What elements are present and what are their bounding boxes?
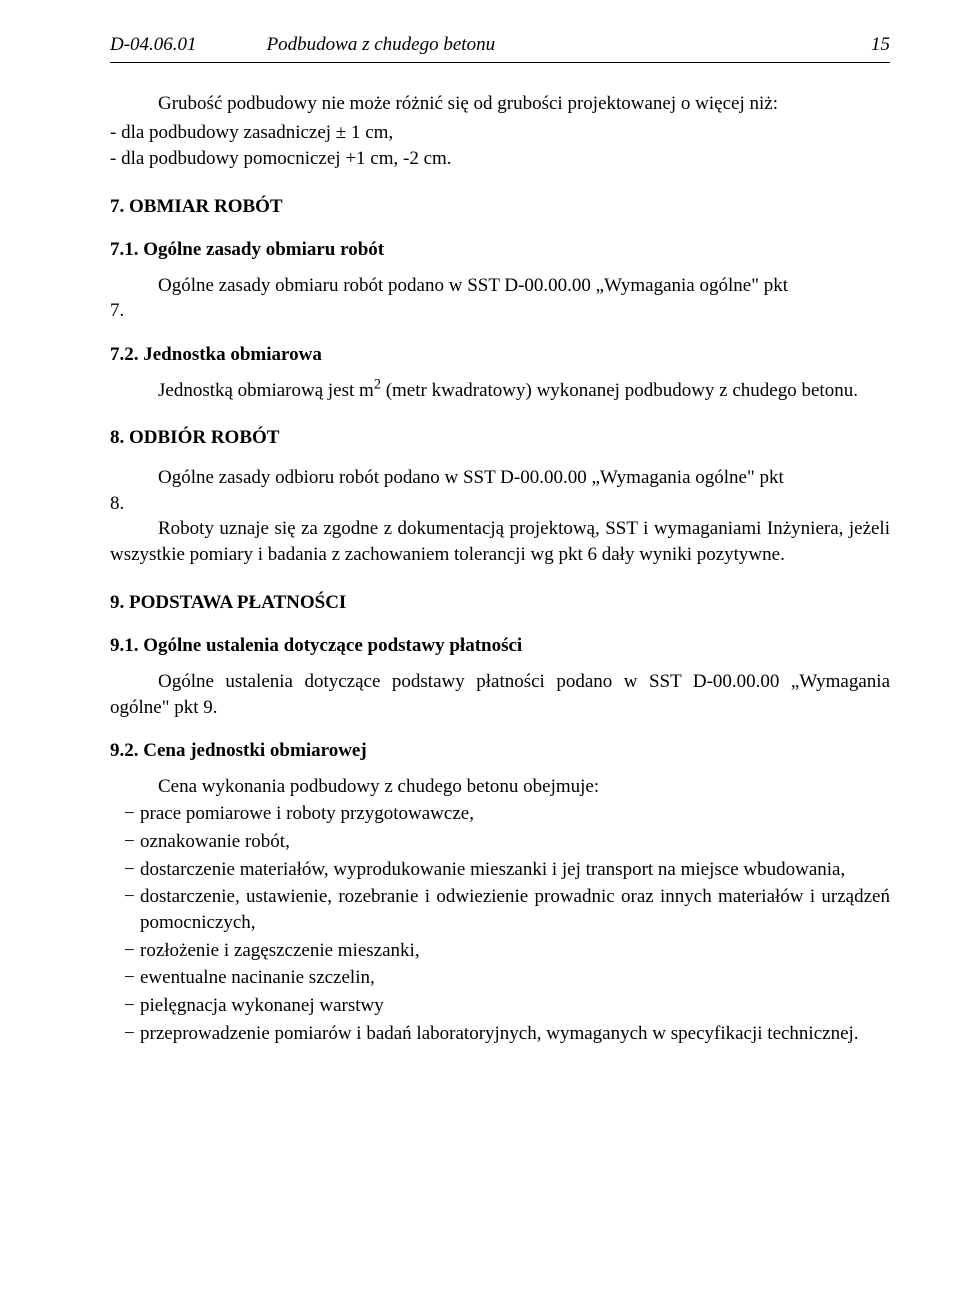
- dash-marker-icon: −: [124, 1021, 140, 1047]
- section-9-title: 9. PODSTAWA PŁATNOŚCI: [110, 590, 890, 616]
- section-7-1-title: 7.1. Ogólne zasady obmiaru robót: [110, 237, 890, 263]
- dash-marker-icon: −: [124, 801, 140, 827]
- list-item-text: oznakowanie robót,: [140, 831, 290, 852]
- section-9-2-list-item: −dostarczenie, ustawienie, rozebranie i …: [110, 884, 890, 935]
- header-page-number: 15: [871, 32, 890, 58]
- dash-marker-icon: −: [124, 829, 140, 855]
- header-doc-id: D-04.06.01: [110, 32, 197, 58]
- superscript-2: 2: [374, 376, 381, 392]
- section-7-1-body: Ogólne zasady obmiaru robót podano w SST…: [110, 273, 890, 324]
- intro-bullet-1: - dla podbudowy zasadniczej ± 1 cm,: [110, 120, 890, 146]
- section-7-title: 7. OBMIAR ROBÓT: [110, 194, 890, 220]
- section-8-body: Ogólne zasady odbioru robót podano w SST…: [110, 465, 890, 568]
- document-page: D-04.06.01 Podbudowa z chudego betonu 15…: [0, 0, 960, 1088]
- section-9-2-list-item: −prace pomiarowe i roboty przygotowawcze…: [110, 801, 890, 827]
- dash-marker-icon: −: [124, 938, 140, 964]
- section-8-para: Roboty uznaje się za zgodne z dokumentac…: [110, 516, 890, 567]
- section-7-1-line-b: 7.: [110, 298, 890, 324]
- intro-bullet-2: - dla podbudowy pomocniczej +1 cm, -2 cm…: [110, 146, 890, 172]
- section-8-line-2: 8.: [110, 491, 890, 517]
- list-item-text: ewentualne nacinanie szczelin,: [140, 967, 375, 988]
- section-7-2-body-a: Jednostką obmiarową jest m: [158, 380, 374, 401]
- dash-marker-icon: −: [124, 993, 140, 1019]
- section-9-1-body: Ogólne ustalenia dotyczące podstawy płat…: [110, 669, 890, 720]
- dash-marker-icon: −: [124, 965, 140, 991]
- dash-marker-icon: −: [124, 884, 140, 910]
- header-title: Podbudowa z chudego betonu: [197, 32, 871, 58]
- intro-lead: Grubość podbudowy nie może różnić się od…: [110, 91, 890, 117]
- section-9-2-list-item: −pielęgnacja wykonanej warstwy: [110, 993, 890, 1019]
- section-9-2-lead: Cena wykonania podbudowy z chudego beton…: [110, 774, 890, 800]
- list-item-text: prace pomiarowe i roboty przygotowawcze,: [140, 803, 474, 824]
- section-7-2-title: 7.2. Jednostka obmiarowa: [110, 342, 890, 368]
- section-9-2-list-item: −rozłożenie i zagęszczenie mieszanki,: [110, 938, 890, 964]
- section-9-2-list-item: −ewentualne nacinanie szczelin,: [110, 965, 890, 991]
- section-8-title: 8. ODBIÓR ROBÓT: [110, 425, 890, 451]
- list-item-text: rozłożenie i zagęszczenie mieszanki,: [140, 940, 420, 961]
- section-9-2-list-item: −dostarczenie materiałów, wyprodukowanie…: [110, 857, 890, 883]
- page-header: D-04.06.01 Podbudowa z chudego betonu 15: [110, 32, 890, 58]
- list-item-text: pielęgnacja wykonanej warstwy: [140, 995, 384, 1016]
- section-9-2-list-item: −przeprowadzenie pomiarów i badań labora…: [110, 1021, 890, 1047]
- list-item-text: dostarczenie, ustawienie, rozebranie i o…: [140, 886, 890, 933]
- header-rule: [110, 62, 890, 63]
- list-item-text: przeprowadzenie pomiarów i badań laborat…: [140, 1023, 859, 1044]
- section-9-2-title: 9.2. Cena jednostki obmiarowej: [110, 738, 890, 764]
- section-7-2-body-b: (metr kwadratowy) wykonanej podbudowy z …: [381, 380, 858, 401]
- section-7-2-body: Jednostką obmiarową jest m2 (metr kwadra…: [110, 378, 890, 404]
- dash-marker-icon: −: [124, 857, 140, 883]
- section-8-line-1: Ogólne zasady odbioru robót podano w SST…: [110, 465, 890, 491]
- section-7-1-line-a: Ogólne zasady obmiaru robót podano w SST…: [110, 273, 890, 299]
- list-item-text: dostarczenie materiałów, wyprodukowanie …: [140, 859, 845, 880]
- section-9-1-title: 9.1. Ogólne ustalenia dotyczące podstawy…: [110, 633, 890, 659]
- section-9-2-list-item: −oznakowanie robót,: [110, 829, 890, 855]
- intro-block: Grubość podbudowy nie może różnić się od…: [110, 91, 890, 172]
- section-9-2-list: −prace pomiarowe i roboty przygotowawcze…: [110, 801, 890, 1046]
